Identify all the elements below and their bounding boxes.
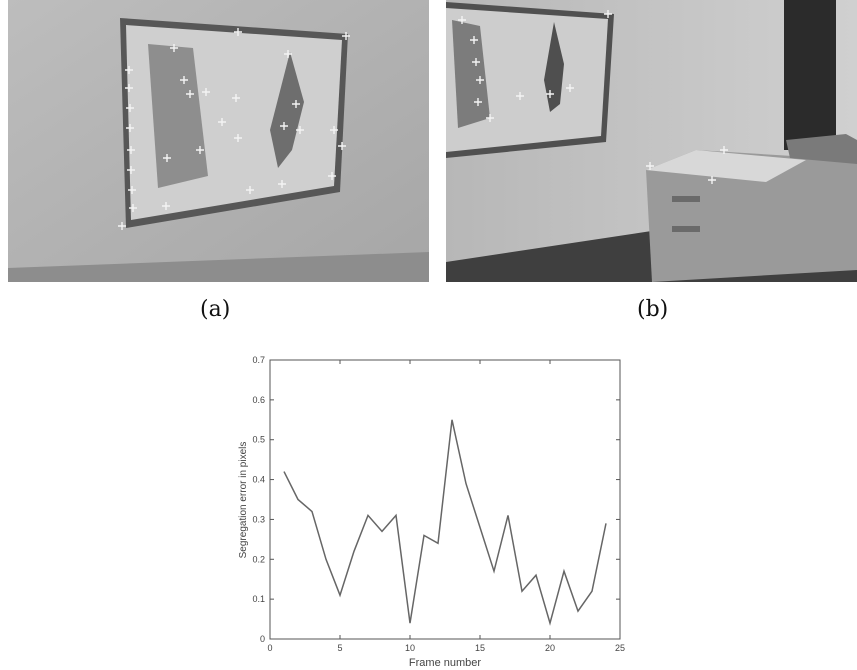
x-tick-label: 5 <box>337 643 342 653</box>
photo-a <box>8 0 429 282</box>
copier-back <box>786 134 857 164</box>
copier-body <box>646 150 857 282</box>
board-drawing-left <box>452 20 490 128</box>
y-tick-label: 0.6 <box>252 395 265 405</box>
caption-a: (a) <box>200 297 231 322</box>
feature-crosses <box>458 10 728 184</box>
copier-drawer <box>672 196 700 202</box>
floor <box>8 252 429 282</box>
x-tick-group: 0 5 10 15 20 25 <box>267 360 625 653</box>
feature-crosses <box>118 28 350 230</box>
y-tick-label: 0.1 <box>252 594 265 604</box>
x-tick-label: 15 <box>475 643 485 653</box>
plot-frame <box>269 359 621 640</box>
x-axis-label: Frame number <box>409 657 481 669</box>
y-tick-label: 0.4 <box>252 475 265 485</box>
copier-top <box>646 150 806 182</box>
doorway <box>784 0 836 150</box>
board-drawing-left <box>148 44 208 188</box>
y-tick-label: 0 <box>260 634 265 644</box>
y-tick-label: 0.5 <box>252 435 265 445</box>
y-tick-label: 0.7 <box>252 355 265 365</box>
y-tick-label: 0.3 <box>252 514 265 524</box>
x-tick-label: 10 <box>405 643 415 653</box>
y-axis-label: Segregation error in pixels <box>238 442 249 559</box>
x-tick-label: 20 <box>545 643 555 653</box>
caption-b: (b) <box>637 297 669 322</box>
error-line-chart: 0 5 10 15 20 25 0 0.1 0.2 0.3 0.4 0.5 0.6 0.7 Frame … <box>238 355 625 669</box>
board-drawing-right <box>544 22 564 112</box>
copier-drawer <box>672 226 700 232</box>
y-tick-label: 0.2 <box>252 554 265 564</box>
photo-b <box>446 0 857 282</box>
board-drawing-right <box>270 52 304 168</box>
series-line <box>283 419 607 626</box>
x-tick-label: 25 <box>615 643 625 653</box>
x-tick-label: 0 <box>267 643 272 653</box>
y-tick-group: 0 0.1 0.2 0.3 0.4 0.5 0.6 0.7 <box>252 355 620 644</box>
